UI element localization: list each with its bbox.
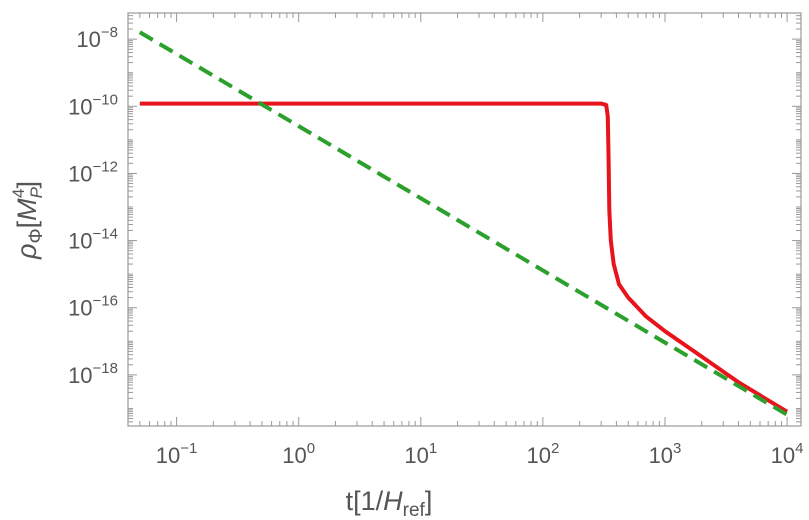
x-axis-label-var: H [383, 486, 403, 516]
series-solid-line [139, 101, 789, 414]
x-axis-label-close: ] [425, 486, 433, 516]
y-axis-label-close: ] [12, 181, 42, 189]
y-tick-label: 10−12 [68, 158, 118, 186]
x-tick-label: 102 [526, 440, 559, 468]
x-tick-label: 10−1 [156, 440, 198, 468]
y-axis-label: ρΦ[MP4] [9, 181, 47, 260]
series-dashed-line [138, 30, 789, 417]
y-tick-label: 10−16 [68, 293, 118, 321]
tick-marks [127, 13, 801, 426]
y-axis-label-mvar: M [12, 198, 42, 221]
y-tick-label: 10−14 [68, 226, 118, 254]
y-tick-label: 10−10 [68, 91, 118, 119]
x-tick-label: 104 [771, 440, 804, 468]
series-layer [138, 30, 789, 417]
x-tick-label: 100 [282, 440, 315, 468]
x-tick-label: 103 [649, 440, 682, 468]
y-axis-label-open: [ [12, 220, 42, 228]
x-tick-label: 101 [404, 440, 437, 468]
y-axis-label-msup: 4 [9, 189, 28, 198]
x-axis-label-base: t[1/ [346, 486, 384, 516]
x-axis-label: t[1/Href] [346, 486, 433, 520]
plot-frame [127, 12, 802, 427]
y-axis-label-sub: Φ [26, 228, 47, 243]
y-axis-label-var: ρ [12, 244, 42, 260]
x-axis-label-sub: ref [403, 500, 426, 520]
tick-labels: 10−1 100 101 102 103 104 10−8 10−10 10−12 10−14 10… [68, 24, 803, 468]
y-tick-label: 10−8 [76, 24, 118, 52]
y-axis-label-msub: P [27, 186, 46, 198]
y-tick-label: 10−18 [68, 360, 118, 388]
